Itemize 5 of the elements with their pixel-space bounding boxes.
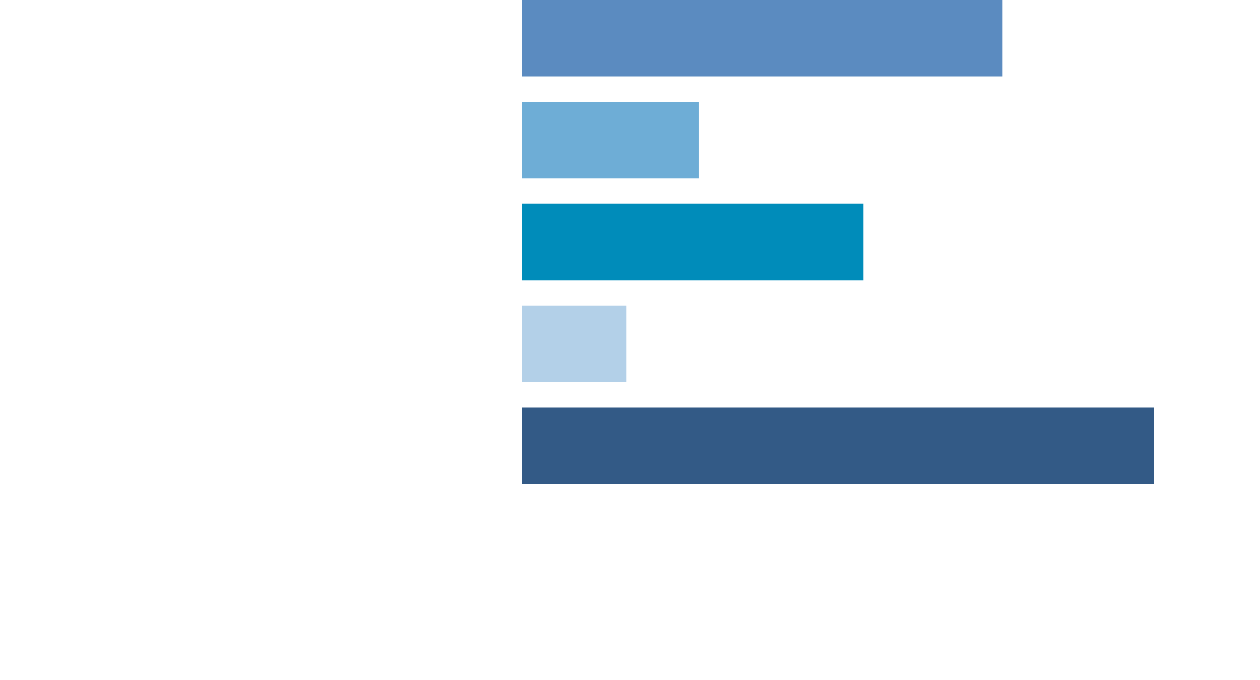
bar bbox=[522, 203, 864, 281]
bar bbox=[522, 0, 1003, 77]
bar bbox=[522, 101, 699, 179]
bar bbox=[522, 305, 627, 383]
bar bbox=[522, 407, 1154, 484]
